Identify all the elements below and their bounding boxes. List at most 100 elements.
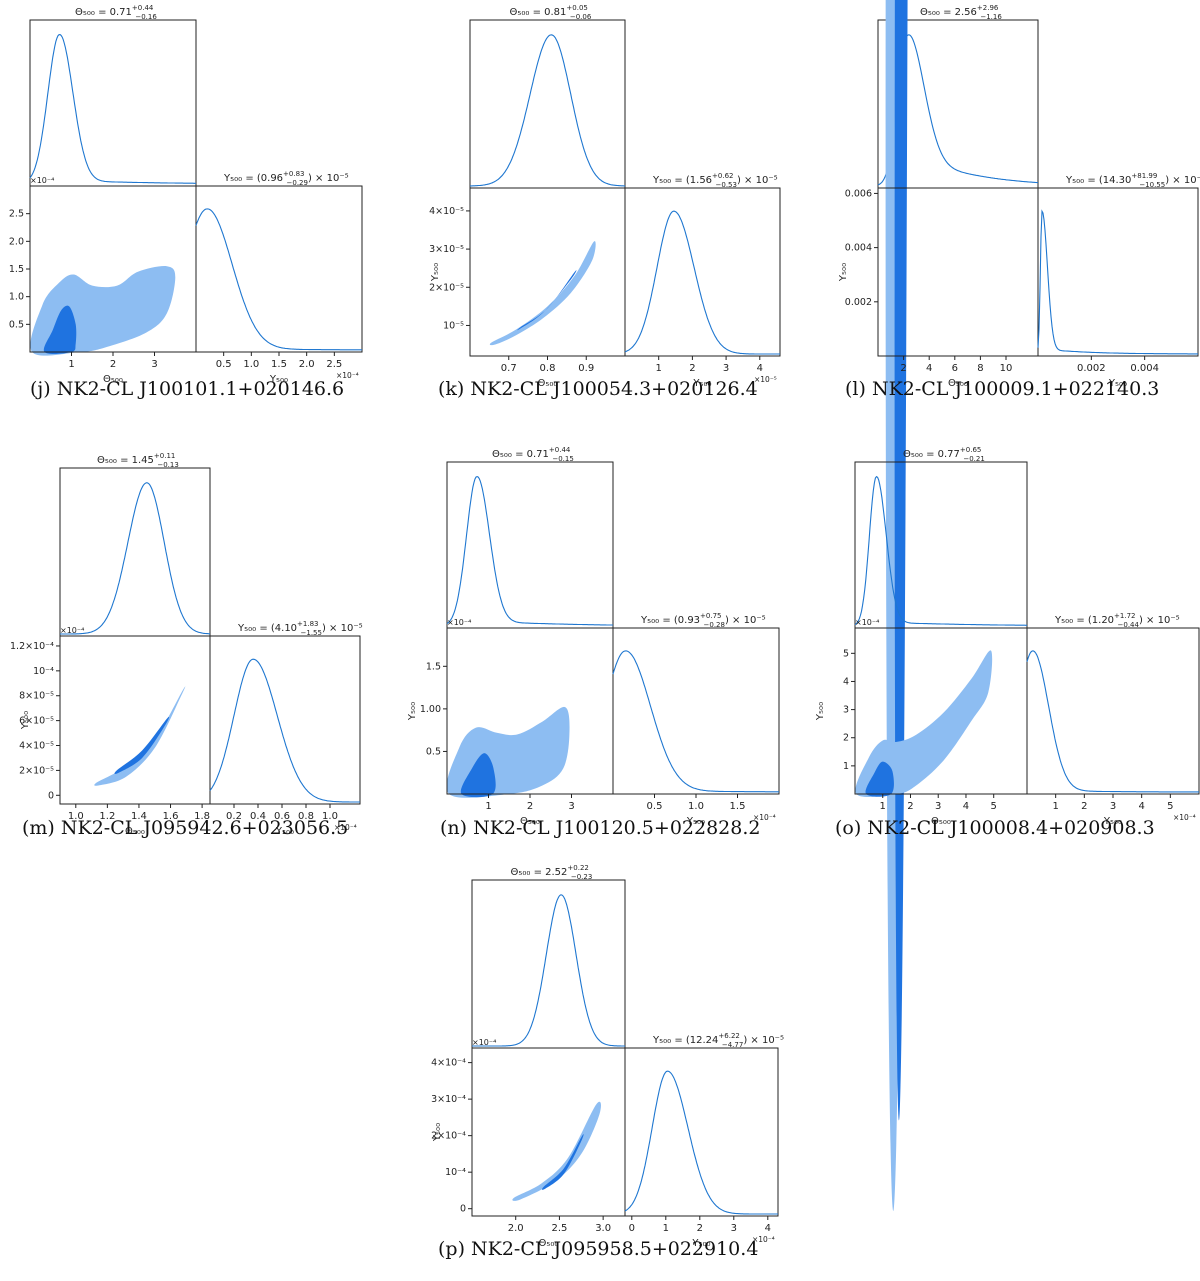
y-tick-label: 2×10⁻⁴ xyxy=(431,1131,466,1142)
theta-tick-label: 8 xyxy=(977,363,983,374)
theta-tick-label: 1.8 xyxy=(194,811,210,822)
theta-tick-label: 3 xyxy=(568,801,574,812)
y-marginal-curve xyxy=(1037,209,1198,355)
theta-tick-label: 3 xyxy=(935,801,941,812)
y-marginal-tick-label: 1.0 xyxy=(322,811,338,822)
y-median-text-minus: −1.55 xyxy=(301,629,322,637)
theta-median-text-median: 0.71 xyxy=(110,7,132,18)
theta-median-text-minus: −0.21 xyxy=(963,455,984,463)
theta-median-text-plus: +2.96 xyxy=(977,4,999,12)
theta-marginal-curve xyxy=(470,34,625,187)
theta-marginal-frame xyxy=(471,879,626,1049)
theta-tick-label: 1 xyxy=(485,801,491,812)
theta-median-text: Θ₅₀₀ = 0.77+0.65 −0.21 xyxy=(903,446,985,463)
y-median-text-label: Y₅₀₀ = xyxy=(640,615,674,626)
y-median-text-minus: −0.29 xyxy=(287,179,308,187)
y-tick-label: 0.5 xyxy=(9,319,24,330)
y-marginal-tick-label: 1.0 xyxy=(243,359,259,370)
theta-median-text-plus: +0.65 xyxy=(960,446,981,454)
theta-tick-label: 6 xyxy=(952,363,958,374)
y-offset-label: ×10⁻⁴ xyxy=(30,176,54,185)
y-marginal-frame xyxy=(624,1047,779,1217)
y-tick-label: 2.5 xyxy=(9,209,24,220)
y-axis-label: Y₅₀₀ xyxy=(407,702,418,721)
y-median-text-unit: ) × 10⁻⁵ xyxy=(1139,615,1180,626)
theta-median-text-label: Θ₅₀₀ = xyxy=(511,867,546,878)
theta-median-text-minus: −0.15 xyxy=(552,455,573,463)
y-axis-label: Y₅₀₀ xyxy=(0,260,1,279)
theta-tick-label: 2 xyxy=(527,801,533,812)
y-marginal-axis-label: Y₅₀₀ xyxy=(692,378,711,389)
y-median-text-plus: +1.72 xyxy=(1114,612,1135,620)
theta-marginal-curve xyxy=(29,34,196,184)
theta-tick-label: 5 xyxy=(991,801,997,812)
theta-tick-label: 1 xyxy=(880,801,886,812)
corner-plot-svg: Θ₅₀₀ = 0.77+0.65 −0.21 1 2 3 4 5 Θ₅₀₀ 1 2 3 4 5 Y₅₀₀ ×… xyxy=(815,446,1200,827)
y-median-text-label: Y₅₀₀ = xyxy=(237,623,271,634)
y-marginal-tick-label: 0.4 xyxy=(250,811,266,822)
theta-median-text: Θ₅₀₀ = 2.56+2.96 −1.16 xyxy=(920,4,1002,21)
theta-tick-label: 0.8 xyxy=(540,363,556,374)
theta-median-text-label: Θ₅₀₀ = xyxy=(492,449,527,460)
y-tick-label: 10⁻⁴ xyxy=(33,666,54,677)
theta-median-text: Θ₅₀₀ = 0.71+0.44 −0.15 xyxy=(492,446,574,463)
y-marginal-curve xyxy=(195,208,362,351)
theta-tick-label: 0.9 xyxy=(578,363,594,374)
theta-median-text-label: Θ₅₀₀ = xyxy=(510,7,545,18)
y-marginal-tick-label: 0.004 xyxy=(1130,363,1159,374)
y-marginal-tick-label: 4 xyxy=(1138,801,1144,812)
y-median-text-plus: +1.83 xyxy=(297,620,318,628)
y-median-text: Y₅₀₀ = (1.56+0.62 −0.53) × 10⁻⁵ xyxy=(652,172,778,189)
y-marginal-offset-label: ×10⁻⁴ xyxy=(1173,813,1196,822)
y-median-text-minus: −4.77 xyxy=(722,1041,743,1049)
y-tick-label: 4×10⁻⁵ xyxy=(429,206,464,217)
y-tick-label: 2×10⁻⁵ xyxy=(429,282,464,293)
y-axis-label: Y₅₀₀ xyxy=(20,711,31,730)
caption-l: (l) NK2-CL J100009.1+022140.3 xyxy=(845,378,1160,400)
y-marginal-frame xyxy=(612,627,780,795)
y-tick-label: 1.0 xyxy=(9,292,24,303)
theta-tick-label: 2.5 xyxy=(551,1223,567,1234)
y-tick-label: 0.5 xyxy=(426,746,441,757)
corner-plot-svg: Θ₅₀₀ = 2.56+2.96 −1.16 2 4 6 8 10 Θ₅₀₀ 0.002 0.00… xyxy=(838,0,1200,1212)
caption-n: (n) NK2-CL J100120.5+022828.2 xyxy=(440,817,761,839)
y-tick-label: 10⁻⁴ xyxy=(445,1167,466,1178)
y-tick-label: 3×10⁻⁴ xyxy=(431,1094,466,1105)
theta-marginal-curve xyxy=(472,894,625,1047)
caption-k: (k) NK2-CL J100054.3+020126.4 xyxy=(438,378,758,400)
theta-marginal-frame xyxy=(854,461,1028,629)
y-offset-label: ×10⁻⁴ xyxy=(472,1038,496,1047)
theta-tick-label: 2.0 xyxy=(508,1223,524,1234)
joint-contour-95 xyxy=(489,241,596,346)
joint-frame-top xyxy=(471,1047,626,1217)
y-median-text-unit: ) × 10⁻⁵ xyxy=(1165,175,1200,186)
joint-contour-68 xyxy=(114,716,170,775)
y-marginal-curve xyxy=(1026,650,1199,793)
theta-median-text-median: 0.71 xyxy=(527,449,549,460)
theta-tick-label: 3.0 xyxy=(595,1223,611,1234)
theta-median-text-median: 2.52 xyxy=(545,867,567,878)
y-tick-label: 3 xyxy=(843,705,849,716)
y-median-text-label: Y₅₀₀ = xyxy=(223,173,257,184)
y-tick-label: 0 xyxy=(460,1204,466,1215)
theta-median-text-median: 0.81 xyxy=(544,7,566,18)
theta-tick-label: 1.2 xyxy=(99,811,115,822)
theta-axis-label: Θ₅₀₀ xyxy=(948,378,968,389)
theta-median-text-median: 2.56 xyxy=(955,7,977,18)
y-tick-label: 10⁻⁵ xyxy=(443,320,464,331)
y-marginal-curve xyxy=(612,650,779,793)
joint-contour-95 xyxy=(94,686,186,786)
joint-frame xyxy=(471,1047,626,1217)
theta-median-text: Θ₅₀₀ = 0.81+0.05 −0.06 xyxy=(510,4,592,21)
y-marginal-offset-label: ×10⁻⁴ xyxy=(336,371,359,380)
y-median-text-plus: +0.62 xyxy=(712,172,733,180)
theta-median-text-plus: +0.44 xyxy=(549,446,571,454)
theta-tick-label: 4 xyxy=(963,801,969,812)
theta-axis-label: Θ₅₀₀ xyxy=(125,826,145,837)
theta-axis-label: Θ₅₀₀ xyxy=(520,816,540,827)
theta-median-text: Θ₅₀₀ = 0.71+0.44 −0.16 xyxy=(75,4,157,21)
y-median-text-plus: +0.83 xyxy=(283,170,304,178)
theta-median-text-plus: +0.11 xyxy=(154,452,175,460)
y-marginal-frame xyxy=(1037,187,1199,357)
theta-axis-label: Θ₅₀₀ xyxy=(931,816,951,827)
